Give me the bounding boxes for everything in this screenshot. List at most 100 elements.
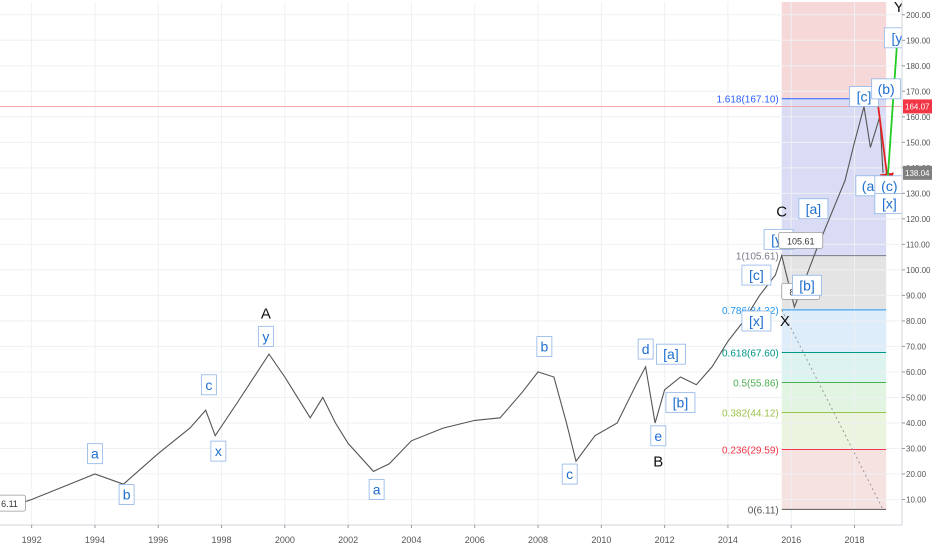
wave-label-blue: [x] [882,196,897,212]
wave-box [798,198,829,220]
wave-label-blue: x [215,443,222,459]
grid [0,2,902,525]
wave-box [650,425,667,447]
fib-zone [781,412,887,450]
y-tick-label: 150.00 [906,138,931,147]
wave-label-blue: [a] [663,346,679,362]
wave-label-black: Y [894,0,904,16]
fib-label: 1(105.61) [736,252,779,263]
wave-box [536,336,553,357]
x-tick-label: 2002 [338,535,358,545]
price-tag [903,165,932,180]
y-tick-label: 130.00 [906,189,931,198]
y-tick-label: 40.00 [906,419,927,428]
value-box-label: 105.61 [787,236,815,246]
wave-box [792,274,822,296]
wave-box [210,440,227,462]
wave-label-blue: c [205,377,212,393]
y-tick-label: 70.00 [906,342,927,351]
x-tick-label: 2014 [718,535,738,545]
wave-label-black: B [653,453,663,470]
wave-label-blue: a [91,446,99,462]
x-tick-label: 2000 [275,535,295,545]
x-tick-label: 1992 [22,535,42,545]
wave-label-blue: y [262,328,269,344]
price-tag-label: 138.04 [905,169,930,178]
wave-label-blue: [x] [749,313,764,329]
fib-zone [781,309,887,353]
wave-label-blue: b [540,339,548,355]
x-tick-label: 2016 [781,535,801,545]
wave-label-blue: d [642,341,650,357]
x-tick-label: 1994 [85,535,105,545]
projection-dotted [781,309,884,510]
wave-label-blue: [b] [673,395,689,411]
wave-label-blue: c [566,466,573,482]
arrow-down [877,106,894,188]
value-box [0,494,26,512]
fib-label: 0.5(55.86) [733,378,779,389]
price-tag-label: 164.07 [905,102,930,111]
y-tick-label: 100.00 [906,266,931,275]
x-tick-label: 2018 [845,535,865,545]
y-tick-label: 120.00 [906,215,931,224]
wave-label-black: C [776,203,787,220]
y-axis-bg [902,0,932,550]
y-tick-label: 10.00 [906,495,927,504]
wave-box [118,484,135,505]
wave-box [741,264,772,286]
wave-label-blue: e [654,428,662,444]
fib-zone [781,449,887,510]
wave-label-black: X [780,313,790,330]
x-tick-label: 1996 [148,535,168,545]
y-tick-label: 60.00 [906,368,927,377]
x-tick-label: 1998 [212,535,232,545]
wave-box [200,374,217,396]
wave-label-blue: b [123,486,131,502]
y-axis: 10.00 20.00 30.00 40.00 50.00 60.00 70.00 80.00… [901,0,932,550]
y-tick-label: 80.00 [906,317,927,326]
fib-label: 0.618(67.60) [722,349,779,360]
wave-box [637,338,654,360]
wave-label-blue: [c] [749,267,764,283]
y-tick-label: 200.00 [906,11,931,20]
arrow-up [886,33,904,179]
wave-box [87,443,103,465]
x-axis: 1992 1994 1996 1998 2000 2002 2004 2006 2008 2010… [0,524,902,545]
wave-box [561,463,578,485]
x-tick-label: 2004 [401,535,421,545]
fib-label: 0(6.11) [748,505,779,516]
y-tick-label: 50.00 [906,393,927,402]
wave-box [871,78,902,100]
y-tick-label: 90.00 [906,291,927,300]
y-tick-label: 180.00 [906,62,931,71]
x-tick-label: 2010 [591,535,611,545]
y-tick-label: 160.00 [906,113,931,122]
x-tick-label: 2006 [465,535,485,545]
wave-label-blue: a [373,481,381,497]
wave-box [665,392,696,414]
y-tick-label: 110.00 [906,240,930,249]
wave-label-blue: [c] [857,88,872,104]
y-tick-label: 170.00 [906,87,931,96]
wave-label-black: A [261,305,271,322]
value-box-label: 6.11 [1,499,18,509]
wave-label-blue: [b] [799,277,815,293]
y-tick-label: 30.00 [906,444,927,453]
x-tick-label: 2012 [655,535,675,545]
wave-box [741,310,772,332]
x-tick-label: 2008 [528,535,548,545]
fib-label: 0.236(29.59) [722,446,779,457]
price-tag [903,99,932,114]
fib-zone-top [781,2,887,99]
wave-label-blue: [a] [806,201,822,217]
wave-box [656,343,686,365]
wave-box [257,325,274,347]
fib-label: 0.382(44.12) [722,408,779,419]
y-tick-label: 190.00 [906,36,931,45]
fib-zone [781,352,887,383]
wave-label-blue: (c) [881,178,897,194]
y-tick-label: 20.00 [906,470,927,479]
